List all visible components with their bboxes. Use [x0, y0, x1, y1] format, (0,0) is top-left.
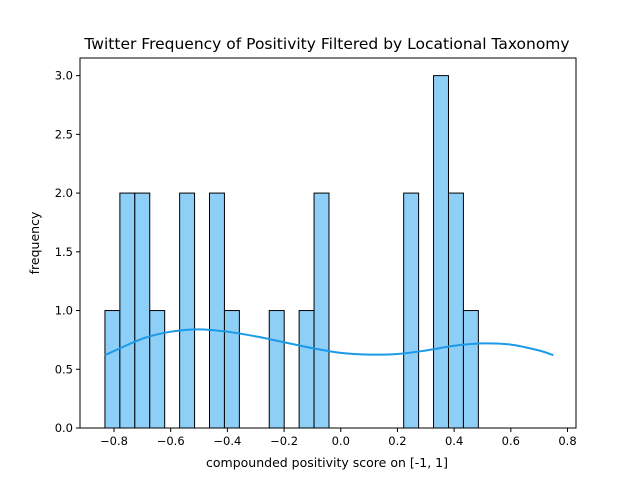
- histogram-bar: [179, 192, 196, 429]
- y-tick-label: 2.5: [55, 127, 73, 141]
- x-tick-label: −0.4: [213, 434, 241, 448]
- histogram-bar: [104, 310, 121, 429]
- x-tick-label: 0.8: [558, 434, 576, 448]
- histogram-bar: [119, 192, 136, 429]
- histogram-bar: [223, 310, 240, 429]
- histogram-bar: [403, 192, 420, 429]
- x-axis-label: compounded positivity score on [-1, 1]: [206, 455, 448, 470]
- y-tick-label: 3.0: [55, 69, 73, 83]
- y-tick-label: 1.5: [55, 245, 73, 259]
- y-axis-label: frequency: [27, 211, 42, 274]
- histogram-bar: [268, 310, 285, 429]
- y-tick-label: 2.0: [55, 186, 73, 200]
- histogram-bar: [313, 192, 330, 429]
- y-tick-label: 0.0: [55, 421, 73, 435]
- x-tick-label: 0.0: [332, 434, 350, 448]
- x-tick-label: 0.4: [445, 434, 463, 448]
- x-tick-label: −0.8: [100, 434, 128, 448]
- histogram-bars: [104, 75, 479, 429]
- plot-frame: [79, 57, 577, 429]
- y-axis-ticks: 0.0 0.5 1.0 1.5 2.0 2.5 3.0: [55, 69, 80, 435]
- histogram-bar: [298, 310, 315, 429]
- kde-curve: [104, 328, 554, 357]
- x-tick-label: 0.6: [502, 434, 520, 448]
- x-tick-label: −0.6: [157, 434, 185, 448]
- histogram-bar: [208, 192, 225, 429]
- histogram-bar: [462, 310, 479, 429]
- chart-title: Twitter Frequency of Positivity Filtered…: [83, 35, 569, 53]
- histogram-bar: [433, 75, 449, 429]
- histogram-bar: [447, 192, 464, 429]
- y-tick-label: 0.5: [55, 362, 73, 376]
- x-tick-label: 0.2: [388, 434, 406, 448]
- histogram-bar: [149, 310, 166, 429]
- x-tick-label: −0.2: [270, 434, 298, 448]
- histogram-bar: [134, 192, 151, 429]
- x-axis-ticks: −0.8 −0.6 −0.4 −0.2 0.0 0.2 0.4 0.6 0.8: [100, 428, 577, 448]
- y-tick-label: 1.0: [55, 304, 73, 318]
